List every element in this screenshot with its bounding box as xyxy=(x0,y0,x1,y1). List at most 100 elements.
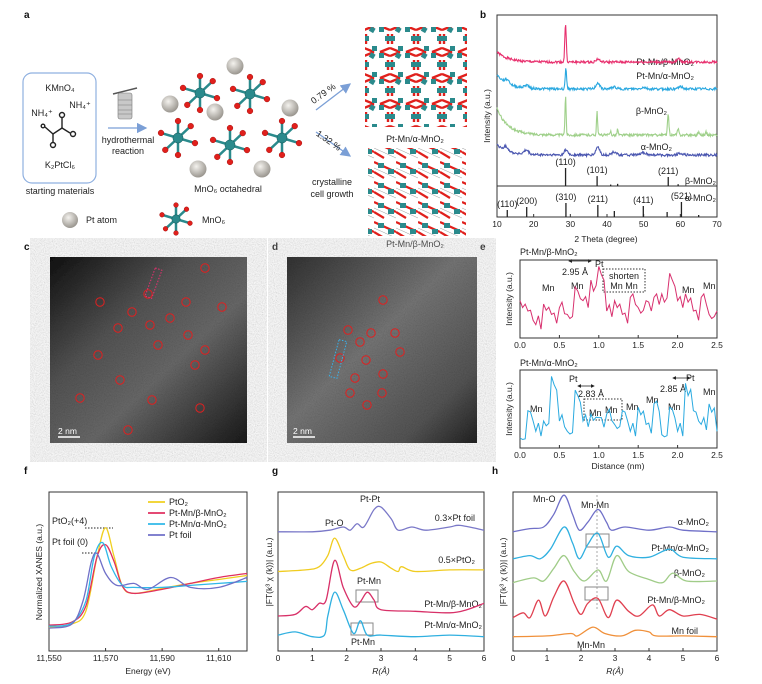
x-tick-label: 0.5 xyxy=(553,340,565,350)
pto2-annotation: PtO₂(+4) xyxy=(52,516,87,526)
oxygen-atom xyxy=(246,107,254,115)
reference-hkl-label: (211) xyxy=(588,194,608,204)
f-series-line xyxy=(48,541,248,627)
scale-label-d: 2 nm xyxy=(293,426,312,436)
reference-hkl-label: (110) xyxy=(497,199,517,209)
pt-atom-marker xyxy=(145,320,155,330)
x-tick-label: 10 xyxy=(492,219,502,229)
e1-frame xyxy=(519,369,718,449)
x-tick-label: 3 xyxy=(379,653,384,663)
g-series-label-2: Pt-Mn/β-MnO₂ xyxy=(424,599,482,609)
k2ptcl6-label: K₂PtCl₆ xyxy=(45,160,75,170)
x-tick-label: 1.0 xyxy=(593,340,605,350)
annotation: Mn xyxy=(703,387,716,397)
b-frame xyxy=(496,14,718,218)
nh4-left-label: NH₄⁺ xyxy=(31,108,53,118)
b-ref-label-alpha: α-MnO₂ xyxy=(685,193,717,203)
shorten-label: shorten xyxy=(609,271,639,281)
nh4-right-label: NH₄⁺ xyxy=(69,100,91,110)
pt-atom-marker xyxy=(355,337,365,347)
g-series-line xyxy=(277,537,485,573)
f-frame xyxy=(48,491,248,652)
annotation: Mn xyxy=(626,402,639,412)
x-tick-label: 0.0 xyxy=(514,340,526,350)
reference-hkl-label: (211) xyxy=(658,166,678,176)
g-series-label-1: 0.5×PtO₂ xyxy=(438,555,475,565)
x-tick-label: 0 xyxy=(511,653,516,663)
x-tick-label: 0.5 xyxy=(553,450,565,460)
oxygen-atom xyxy=(266,146,273,153)
f-series-line xyxy=(48,552,248,629)
annotation: Mn xyxy=(571,281,584,291)
b-series-line xyxy=(496,96,718,139)
pt-atom-label: Pt atom xyxy=(86,215,117,225)
e-top-annotations: Mn Mn Pt Mn Mn 2.95 Å shorten Mn Mn xyxy=(542,259,716,295)
pt-atom-marker xyxy=(153,340,163,350)
pt-atom-marker xyxy=(75,393,85,403)
reference-hkl-label: (110) xyxy=(555,157,575,167)
annotation: Mn xyxy=(530,404,543,414)
oxygen-atom xyxy=(174,151,182,159)
distance-label: 2.95 Å xyxy=(562,267,588,277)
oxygen-atom xyxy=(179,84,187,91)
line-profile-box-d xyxy=(328,338,348,380)
b-series-line xyxy=(496,25,718,66)
h-xlabel: R(Å) xyxy=(606,666,624,676)
panel-label-f: f xyxy=(24,466,28,477)
x-tick-label: 4 xyxy=(647,653,652,663)
g-ylabel: |FT(k³ χ (k))| (a.u.) xyxy=(264,537,274,606)
x-tick-label: 70 xyxy=(712,219,722,229)
h-series-label-4: Mn foil xyxy=(671,626,698,636)
oxygen-atom xyxy=(174,117,182,125)
annotation: Mn xyxy=(703,281,716,291)
oxygen-atom xyxy=(213,95,221,102)
e0-axes: 0.0 0.5 1.0 1.5 2.0 2.5 xyxy=(514,259,723,350)
oxygen-atom xyxy=(187,220,193,226)
x-tick-label: 6 xyxy=(482,653,487,663)
pt-atom-marker xyxy=(343,325,353,335)
legend-label: Pt-Mn/β-MnO₂ xyxy=(169,508,227,518)
pt-atom-marker xyxy=(335,353,345,363)
oxygen-atom xyxy=(259,79,266,86)
legend-label: Pt foil xyxy=(169,530,192,540)
mno6-legend-icon xyxy=(159,202,193,236)
oxygen-atom xyxy=(173,202,179,208)
f-series-line xyxy=(48,543,248,626)
b-series-line xyxy=(496,68,718,92)
legend-label: Pt-Mn/α-MnO₂ xyxy=(169,519,227,529)
pt-atom-marker xyxy=(378,295,388,305)
beta-mno2-crystal-structure xyxy=(368,148,466,236)
e-bottom-title: Pt-Mn/α-MnO₂ xyxy=(520,358,578,368)
annotation: Mn xyxy=(589,408,602,418)
h-series-line xyxy=(512,626,718,638)
panel-label-d: d xyxy=(272,242,278,253)
pt-atom xyxy=(226,57,244,75)
reaction-label: reaction xyxy=(112,146,144,156)
haadf-stem-image-c: 2 nm xyxy=(50,257,247,443)
pt-atom xyxy=(161,95,179,113)
pt-atom-marker xyxy=(95,297,105,307)
x-tick-label: 1 xyxy=(310,653,315,663)
octahedral-label: MnO₆ octahedral xyxy=(194,184,262,194)
oxygen-atom xyxy=(183,206,190,212)
x-tick-label: 11,610 xyxy=(206,653,232,663)
reference-hkl-label: (411) xyxy=(633,195,653,205)
pt-atom-marker xyxy=(195,403,205,413)
oxygen-atom xyxy=(196,72,204,80)
starting-materials-label: starting materials xyxy=(26,186,95,196)
e-xlabel: Distance (nm) xyxy=(592,461,645,471)
pt-atom xyxy=(281,99,299,117)
reference-hkl-label: (101) xyxy=(587,165,608,175)
annotation: Mn xyxy=(682,285,695,295)
reference-hkl-label: (200) xyxy=(516,196,537,206)
oxygen-atom xyxy=(278,117,286,125)
pt-atom-marker xyxy=(378,369,388,379)
pt-pt-annotation: Pt-Pt xyxy=(360,494,381,504)
oxygen-atom xyxy=(209,136,217,143)
oxygen-atom xyxy=(263,96,271,103)
pt-atom-marker xyxy=(115,375,125,385)
oxalate-structure-icon xyxy=(40,111,77,149)
x-tick-label: 5 xyxy=(681,653,686,663)
oxygen-atom xyxy=(162,226,169,232)
pt-atom-marker xyxy=(143,289,153,299)
